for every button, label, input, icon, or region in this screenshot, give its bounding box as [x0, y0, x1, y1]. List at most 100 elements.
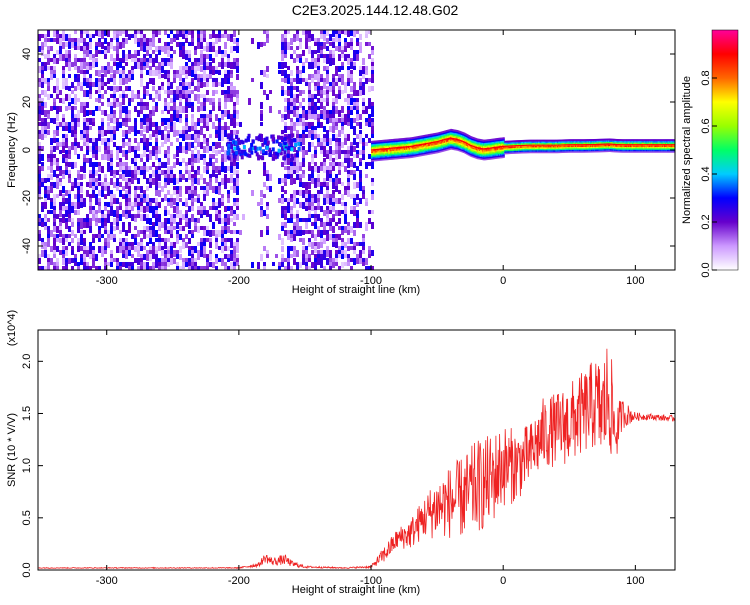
spectrogram-cell [137, 230, 140, 237]
spectrogram-cell [128, 210, 131, 215]
spectrogram-ridge-cell [440, 148, 443, 151]
spectrogram-cell [71, 122, 74, 127]
spectrogram-cell [221, 126, 224, 131]
spectrogram-ridge-cell [472, 148, 475, 151]
spectrogram-cell [98, 38, 101, 43]
spectrogram-cell [329, 138, 332, 145]
spectrogram-cell [77, 38, 80, 43]
spectrogram-ridge-cell [438, 147, 441, 150]
spectrogram-cell [131, 54, 134, 61]
spectrogram-cell [200, 238, 203, 244]
spectrogram-cell [68, 146, 71, 153]
spectrogram-cell [131, 234, 134, 239]
spectrogram-cell [209, 162, 212, 166]
spectrogram-cell [116, 98, 119, 104]
spectrogram-ridge-cell [438, 133, 441, 136]
spectrogram-cell [170, 222, 173, 227]
spectrogram-cell [236, 186, 239, 191]
spectrogram-ridge-cell [386, 146, 389, 149]
spectrogram-cell [143, 54, 146, 58]
spectrogram-cell [44, 198, 47, 205]
spectrogram-cell [155, 246, 158, 253]
spectrogram-cell [308, 142, 311, 146]
spectrogram-cell [119, 106, 122, 112]
spectrogram-cell [335, 174, 338, 178]
spectrogram-cell [290, 138, 294, 143]
spectrogram-cell [59, 122, 62, 127]
spectrogram-ridge-cell [433, 150, 436, 153]
spectrogram-ridge-cell [457, 141, 460, 144]
spectrogram-ridge-cell [409, 150, 411, 153]
spectrogram-cell [179, 118, 182, 123]
spectrogram-cell [164, 138, 167, 144]
spectrogram-cell [320, 238, 323, 244]
spectrogram-ridge-cell [474, 150, 477, 153]
spectrogram-cell [83, 90, 86, 97]
spectrogram-ridge-cell [416, 143, 419, 146]
spectrogram-ridge-cell [419, 145, 422, 148]
spectrogram-cell [311, 110, 314, 116]
spectrogram-cell [53, 214, 56, 218]
spectrogram-cell [209, 118, 212, 122]
spectrogram-ridge-cell [441, 147, 444, 150]
spectrogram-cell [50, 166, 53, 173]
spectrogram-cell [137, 110, 140, 117]
spectrogram-ridge-cell [414, 149, 416, 152]
spectrogram-cell [182, 134, 185, 141]
spectrogram-ridge-cell [442, 132, 445, 135]
spectrogram-cell [107, 214, 110, 221]
spectrogram-cell [152, 242, 155, 248]
spectrogram-ridge-cell [378, 157, 381, 160]
spectrogram-cell [206, 98, 209, 102]
spectrogram-cell [200, 78, 203, 82]
spectrogram-cell [74, 62, 77, 69]
spectrogram-cell [80, 202, 83, 208]
spectrogram-cell [368, 218, 371, 224]
spectrogram-cell [288, 137, 292, 142]
spectrogram-cell [365, 174, 368, 178]
spectrogram-cell [122, 226, 125, 232]
spectrogram-cell [203, 178, 206, 184]
spectrogram-ridge-cell [475, 155, 478, 158]
spectrogram-ridge-cell [456, 142, 459, 145]
spectrogram-cell [104, 138, 107, 144]
spectrogram-ridge-cell [434, 143, 437, 146]
spectrogram-ridge-cell [435, 145, 438, 148]
spectrogram-cell [341, 254, 344, 259]
spectrogram-ridge-cell [391, 140, 393, 143]
spectrogram-cell [110, 222, 113, 228]
spectrogram-cell [194, 70, 197, 75]
spectrogram-cell [197, 78, 200, 82]
spectrogram-cell [206, 258, 209, 263]
spectrogram-ridge-cell [373, 159, 375, 162]
spectrogram-ridge-cell [466, 135, 468, 138]
spectrogram-cell [221, 114, 224, 120]
spectrogram-cell [350, 42, 353, 46]
spectrogram-cell [317, 138, 320, 144]
spectrogram-cell [146, 146, 149, 152]
spectrogram-ridge-cell [473, 156, 476, 159]
spectrogram-ridge-cell [441, 142, 444, 145]
spectrogram-cell [197, 154, 200, 158]
spectrogram-cell [65, 106, 68, 111]
spectrogram-cell [335, 154, 338, 160]
spectrogram-cell [344, 218, 347, 224]
spectrogram-ridge-cell [440, 135, 443, 138]
spectrogram-ridge-cell [447, 141, 449, 144]
spectrogram-ridge-cell [416, 137, 419, 140]
spectrogram-ridge-cell [379, 150, 382, 153]
spectrogram-cell [140, 34, 143, 40]
spectrogram-cell [317, 114, 320, 119]
spectrogram-ridge-cell [466, 146, 468, 149]
spectrogram-ridge-cell [473, 144, 476, 147]
spectrogram-cell [290, 206, 293, 210]
spectrogram-ridge-cell [459, 136, 462, 139]
spectrogram-ridge-cell [484, 146, 486, 149]
spectrogram-ridge-cell [469, 150, 471, 153]
spectrogram-cell [179, 214, 182, 220]
spectrogram-cell [104, 230, 107, 234]
spectrogram-ridge-cell [458, 146, 461, 149]
spectrogram-cell [86, 90, 89, 97]
spectrogram-ridge-cell [429, 146, 431, 149]
